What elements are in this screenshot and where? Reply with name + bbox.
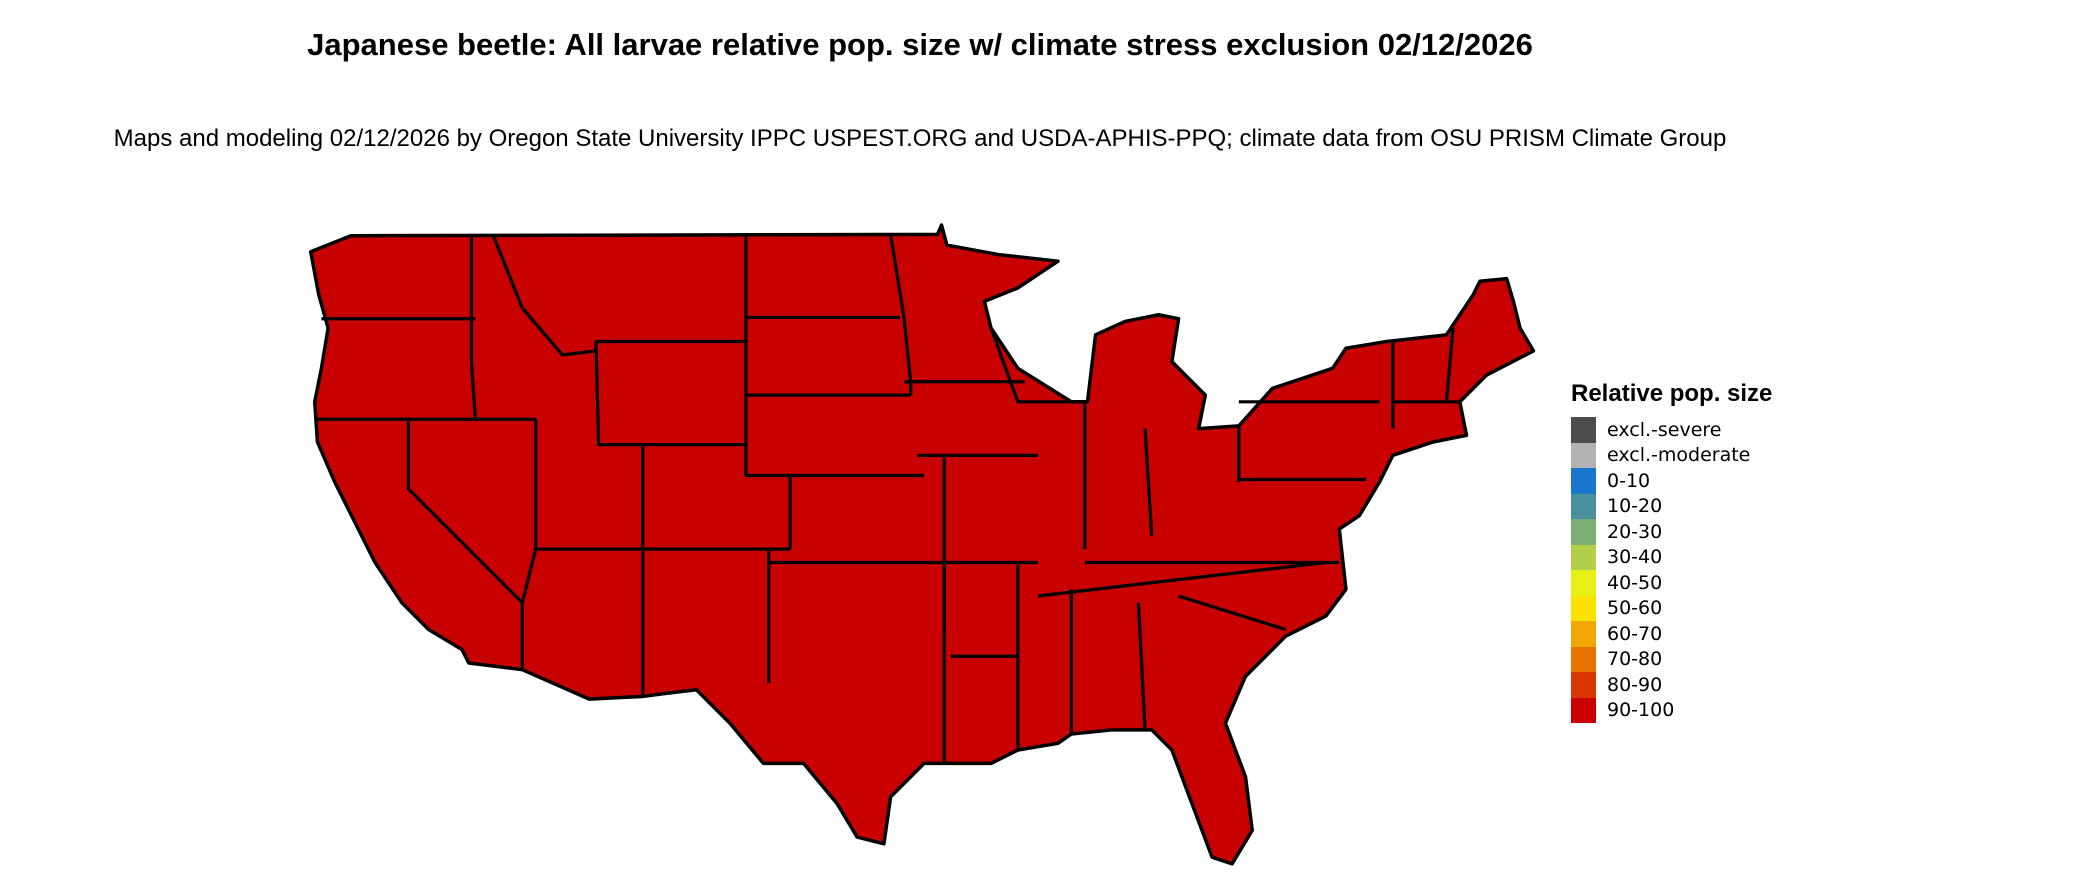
us-outline-region	[308, 223, 1536, 866]
state-borders	[317, 233, 1460, 764]
legend-label: 0-10	[1607, 469, 1651, 492]
legend-label: 40-50	[1607, 571, 1663, 594]
legend-label: excl.-moderate	[1607, 444, 1751, 467]
legend-label: 80-90	[1607, 673, 1663, 696]
legend-swatch	[1571, 468, 1596, 494]
legend-swatch	[1571, 672, 1596, 698]
legend-swatch	[1571, 621, 1596, 647]
legend-item: 10-20	[1571, 493, 1772, 519]
legend-swatch	[1571, 697, 1596, 723]
legend-swatch	[1571, 570, 1596, 596]
legend-item: 20-30	[1571, 519, 1772, 545]
legend-item: excl.-severe	[1571, 417, 1772, 443]
legend-swatch	[1571, 442, 1596, 468]
legend-swatch	[1571, 493, 1596, 519]
legend-item: 50-60	[1571, 595, 1772, 621]
legend-item: 60-70	[1571, 621, 1772, 647]
legend-label: 20-30	[1607, 520, 1663, 543]
legend-label: excl.-severe	[1607, 418, 1722, 441]
legend-swatch	[1571, 519, 1596, 545]
legend-item: 40-50	[1571, 570, 1772, 596]
legend-item: 30-40	[1571, 544, 1772, 570]
legend-label: 90-100	[1607, 699, 1675, 722]
legend-item: 90-100	[1571, 697, 1772, 723]
legend-label: 60-70	[1607, 622, 1663, 645]
legend-item: 70-80	[1571, 646, 1772, 672]
legend-label: 30-40	[1607, 546, 1663, 569]
legend-swatch	[1571, 417, 1596, 443]
legend-label: 50-60	[1607, 597, 1663, 620]
legend-title: Relative pop. size	[1571, 380, 1773, 407]
legend: Relative pop. size excl.-severe excl.-mod…	[1571, 380, 1772, 723]
legend-item: 80-90	[1571, 672, 1772, 698]
legend-swatch	[1571, 646, 1596, 672]
map-subtitle: Maps and modeling 02/12/2026 by Oregon S…	[113, 125, 1727, 152]
legend-item: 0-10	[1571, 468, 1772, 494]
legend-swatch	[1571, 544, 1596, 570]
legend-label: 10-20	[1607, 495, 1663, 518]
legend-label: 70-80	[1607, 648, 1663, 671]
map-title: Japanese beetle: All larvae relative pop…	[307, 27, 1533, 62]
legend-swatch	[1571, 595, 1596, 621]
legend-item: excl.-moderate	[1571, 442, 1772, 468]
